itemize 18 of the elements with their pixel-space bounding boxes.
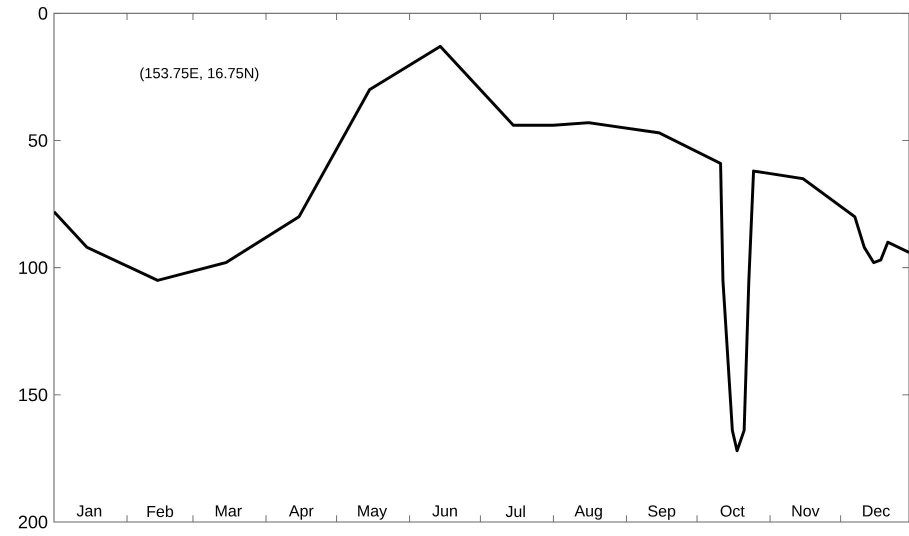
x-tick-label: Sep: [648, 505, 676, 520]
x-tick-label: Apr: [288, 505, 314, 520]
annotation: (153.75E, 16.75N): [140, 68, 258, 82]
y-tick-label: 50: [28, 134, 48, 147]
x-tick-label: Nov: [792, 505, 820, 517]
x-tick-label: Feb: [148, 505, 174, 518]
x-tick-label: Aug: [574, 505, 602, 520]
y-tick-label: 200: [18, 516, 48, 528]
x-tick-label: Oct: [720, 505, 745, 517]
y-tick-label: 150: [19, 388, 48, 402]
y-tick-label: 0: [38, 6, 48, 20]
x-tick-label: Dec: [863, 505, 890, 517]
x-tick-label: May: [358, 505, 388, 520]
x-tick-label: Jun: [432, 505, 457, 517]
x-tick-label: Mar: [216, 505, 242, 517]
x-tick-label: Jul: [506, 505, 525, 518]
y-tick-label: 100: [19, 261, 48, 274]
x-tick-label: Jan: [76, 505, 102, 517]
